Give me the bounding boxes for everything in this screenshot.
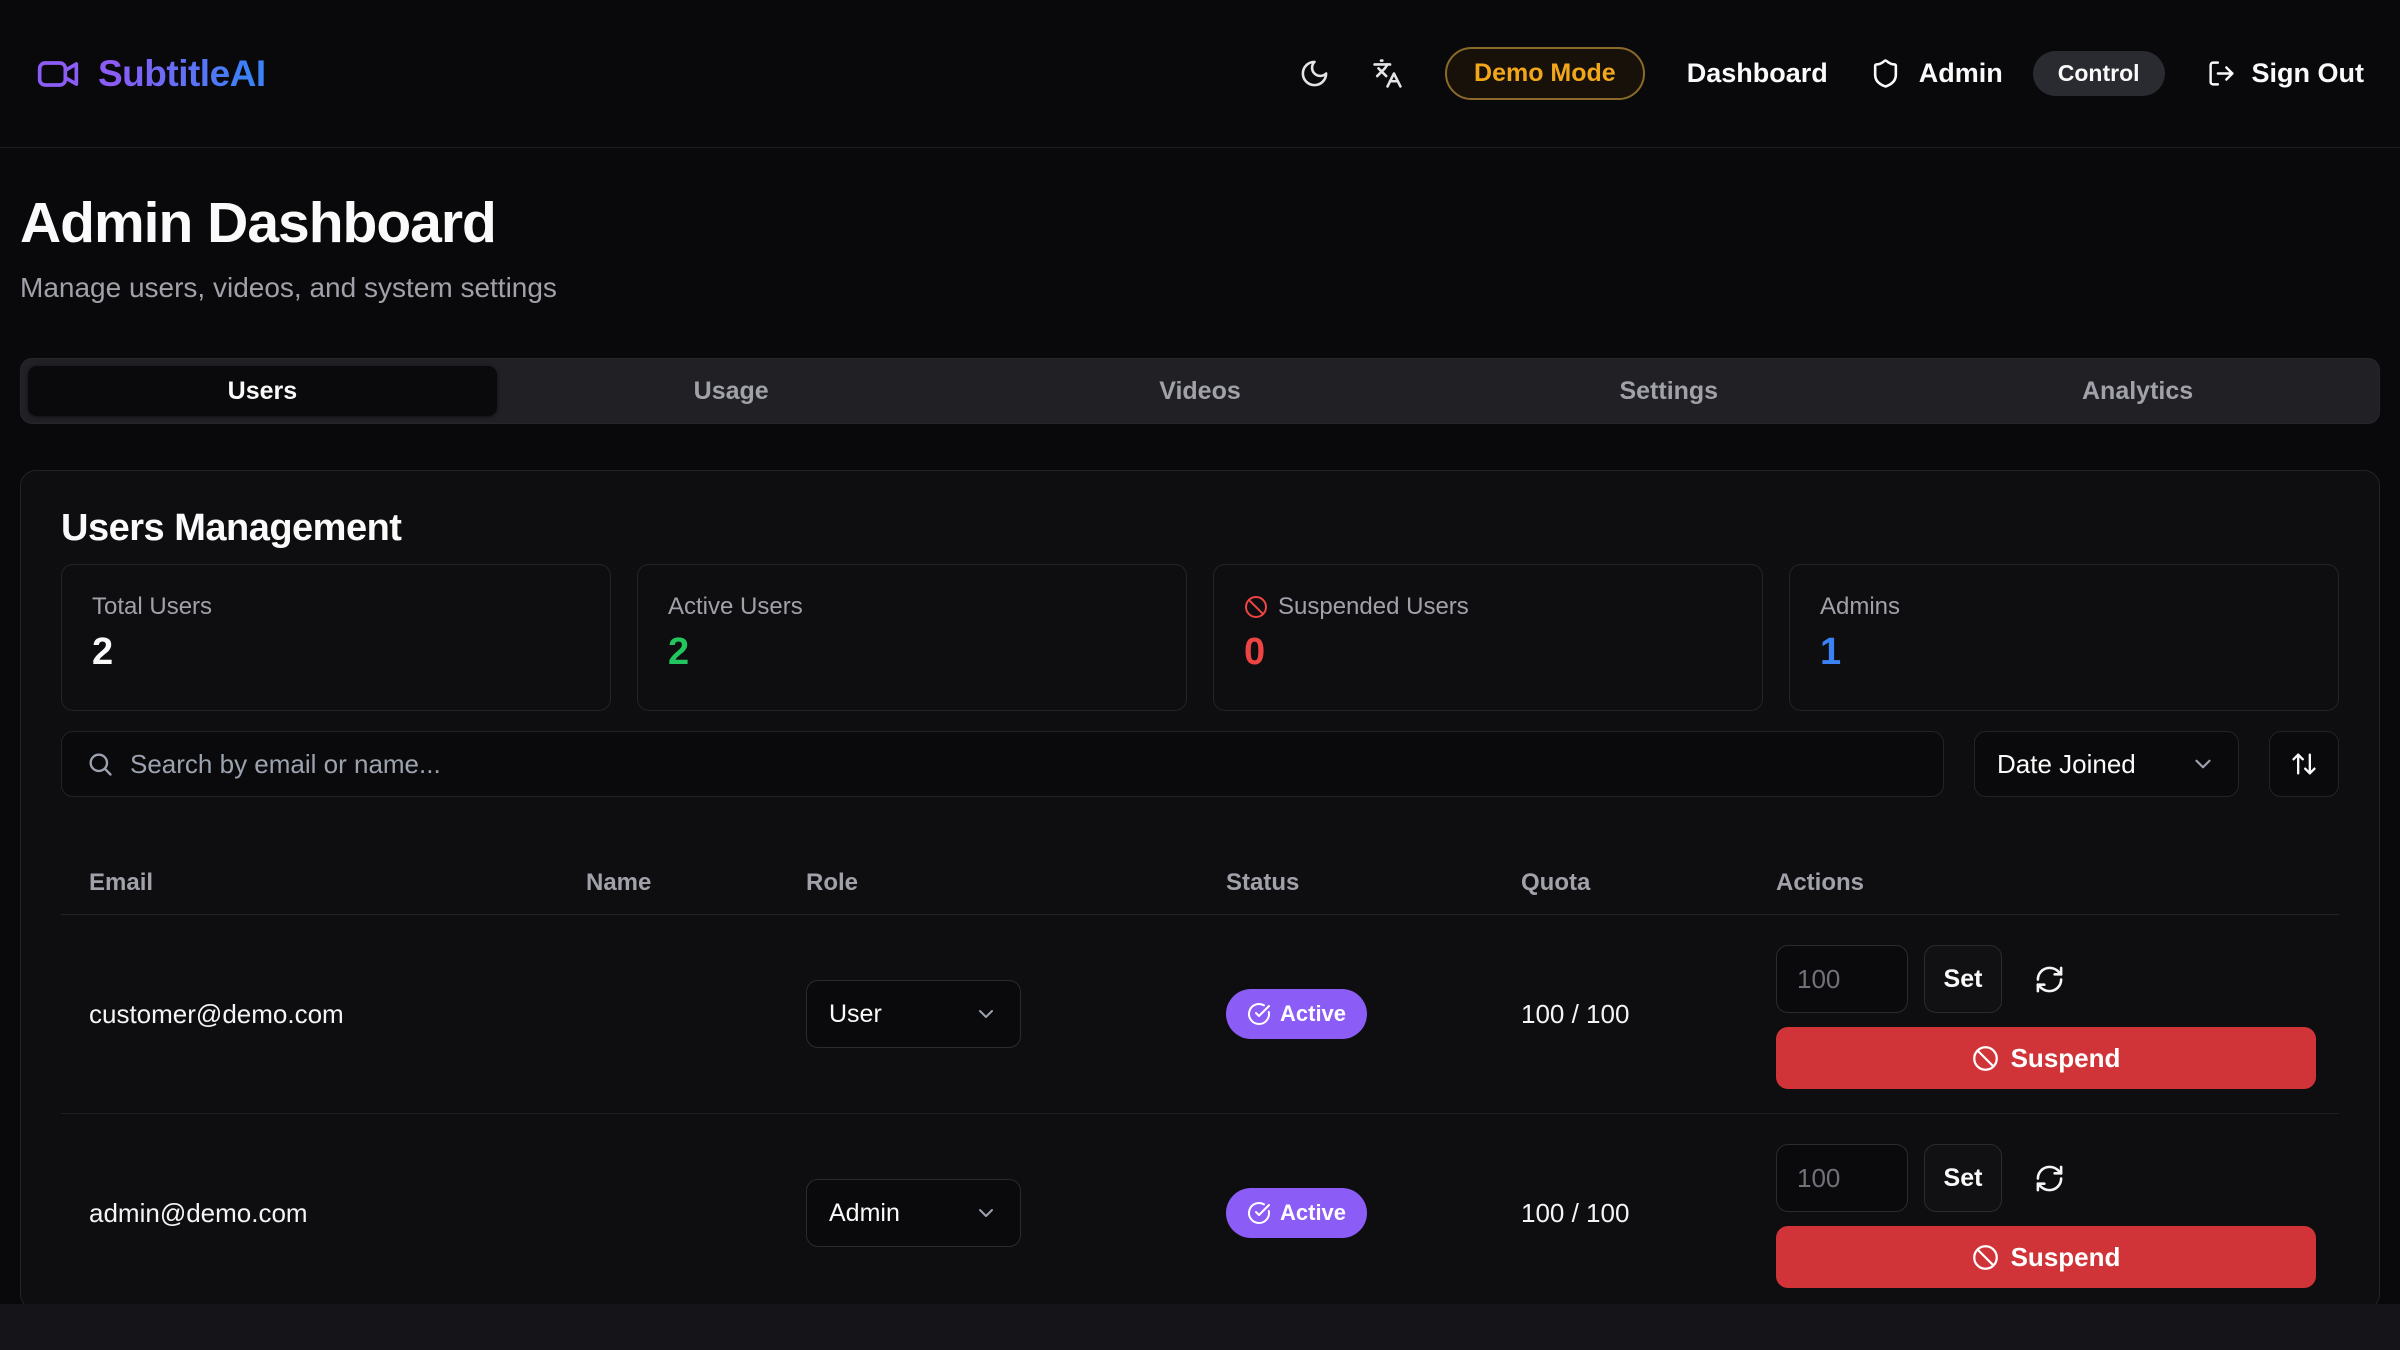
- quota-value: 100 / 100: [1521, 998, 1630, 1029]
- navbar-actions: Demo Mode Dashboard Admin Control Sign O…: [1299, 47, 2364, 100]
- stat-total-users-label: Total Users: [92, 593, 213, 620]
- role-select[interactable]: User: [806, 980, 1021, 1048]
- stat-admins: Admins 1: [1789, 564, 2339, 711]
- quota-input[interactable]: [1776, 1144, 1908, 1212]
- table-row: admin@demo.com Admin Active 100 / 100 Se…: [61, 1114, 2339, 1309]
- role-select[interactable]: Admin: [806, 1179, 1021, 1247]
- suspend-button[interactable]: Suspend: [1776, 1226, 2316, 1288]
- refresh-icon: [2036, 966, 2063, 992]
- tab-usage[interactable]: Usage: [497, 366, 966, 416]
- set-quota-button[interactable]: Set: [1924, 1144, 2002, 1212]
- tab-analytics[interactable]: Analytics: [1903, 366, 2372, 416]
- stat-total-users-value: 2: [92, 631, 114, 673]
- dashboard-link[interactable]: Dashboard: [1686, 58, 1828, 88]
- search-icon: [89, 753, 112, 776]
- search-input[interactable]: [130, 748, 1919, 780]
- ban-icon: [1972, 1244, 1998, 1270]
- shield-icon: [1873, 59, 1897, 88]
- tab-users[interactable]: Users: [28, 366, 497, 416]
- chevron-down-icon: [2195, 759, 2211, 769]
- col-quota: Quota: [1521, 868, 1591, 896]
- page-subtitle: Manage users, videos, and system setting…: [20, 272, 557, 303]
- stat-admins-value: 1: [1820, 631, 1842, 673]
- brand-logo[interactable]: SubtitleAI: [36, 52, 266, 96]
- row-actions: Set Suspend: [1776, 915, 2339, 1113]
- sign-out-label: Sign Out: [2251, 58, 2364, 88]
- status-badge: Active: [1226, 1188, 1368, 1238]
- stat-active-users: Active Users 2: [637, 564, 1187, 711]
- circle-check-icon: [1248, 1003, 1270, 1025]
- set-quota-button[interactable]: Set: [1924, 945, 2002, 1013]
- refresh-icon: [2036, 1165, 2063, 1191]
- suspend-button-label: Suspend: [2010, 1042, 2121, 1073]
- stat-active-users-label: Active Users: [668, 593, 803, 620]
- col-name: Name: [586, 868, 652, 896]
- col-role: Role: [806, 868, 859, 896]
- sort-direction-button[interactable]: [2269, 731, 2339, 797]
- admin-role-group: Admin Control: [1870, 51, 2165, 96]
- search-box: [61, 731, 1944, 797]
- top-navbar: SubtitleAI Demo Mode Dashboard Admin Con…: [0, 0, 2400, 148]
- page-header: Admin Dashboard Manage users, videos, an…: [0, 148, 2400, 304]
- reset-quota-button[interactable]: [2034, 1163, 2065, 1194]
- row-actions: Set Suspend: [1776, 1114, 2339, 1309]
- sort-field-value: Date Joined: [1997, 748, 2136, 779]
- chevron-down-icon: [979, 1209, 993, 1217]
- ban-icon: [1972, 1045, 1998, 1071]
- page-title: Admin Dashboard: [20, 191, 497, 255]
- ban-icon: [1245, 596, 1267, 618]
- brand-name: SubtitleAI: [98, 52, 266, 94]
- log-out-icon: [2208, 61, 2234, 86]
- suspend-button-label: Suspend: [2010, 1241, 2121, 1272]
- stats-row: Total Users 2 Active Users 2 Suspended U…: [61, 564, 2339, 711]
- suspend-button[interactable]: Suspend: [1776, 1027, 2316, 1089]
- status-badge-label: Active: [1280, 1200, 1347, 1225]
- search-sort-row: Date Joined: [61, 731, 2339, 797]
- languages-icon: [1373, 59, 1402, 88]
- table-row: customer@demo.com User Active 100 / 100 …: [61, 915, 2339, 1114]
- quota-value: 100 / 100: [1521, 1197, 1630, 1228]
- status-badge: Active: [1226, 989, 1368, 1039]
- stat-suspended-users-label: Suspended Users: [1278, 593, 1469, 620]
- user-email: admin@demo.com: [89, 1197, 308, 1228]
- sort-field-select[interactable]: Date Joined: [1974, 731, 2239, 797]
- language-button[interactable]: [1372, 58, 1403, 89]
- table-header: Email Name Role Status Quota Actions: [61, 851, 2339, 915]
- page-bottom-strip: [0, 1304, 2400, 1350]
- moon-icon: [1301, 60, 1328, 87]
- control-badge: Control: [2032, 51, 2165, 96]
- stat-suspended-users-value: 0: [1244, 631, 1266, 673]
- main-tabs: Users Usage Videos Settings Analytics: [20, 358, 2380, 424]
- admin-role-label: Admin: [1918, 58, 2003, 88]
- tab-settings[interactable]: Settings: [1434, 366, 1903, 416]
- stat-active-users-value: 2: [668, 631, 690, 673]
- quota-input[interactable]: [1776, 945, 1908, 1013]
- role-select-value: Admin: [829, 1198, 900, 1227]
- role-select-value: User: [829, 999, 882, 1028]
- tab-videos[interactable]: Videos: [966, 366, 1435, 416]
- stat-total-users: Total Users 2: [61, 564, 611, 711]
- stat-suspended-users: Suspended Users 0: [1213, 564, 1763, 711]
- theme-toggle-button[interactable]: [1299, 58, 1330, 89]
- stat-admins-label: Admins: [1820, 593, 1901, 620]
- demo-mode-badge: Demo Mode: [1445, 47, 1645, 100]
- status-badge-label: Active: [1280, 1001, 1347, 1026]
- col-status: Status: [1226, 868, 1300, 896]
- col-email: Email: [89, 868, 154, 896]
- sign-out-button[interactable]: Sign Out: [2207, 58, 2364, 89]
- user-email: customer@demo.com: [89, 998, 344, 1029]
- chevron-down-icon: [979, 1010, 993, 1018]
- circle-check-icon: [1248, 1202, 1270, 1224]
- reset-quota-button[interactable]: [2034, 964, 2065, 995]
- arrow-up-down-icon: [2292, 753, 2316, 775]
- panel-title: Users Management: [61, 507, 402, 549]
- users-management-panel: Users Management Total Users 2 Active Us…: [20, 470, 2380, 1310]
- col-actions: Actions: [1776, 868, 1865, 896]
- video-camera-icon: [37, 60, 79, 87]
